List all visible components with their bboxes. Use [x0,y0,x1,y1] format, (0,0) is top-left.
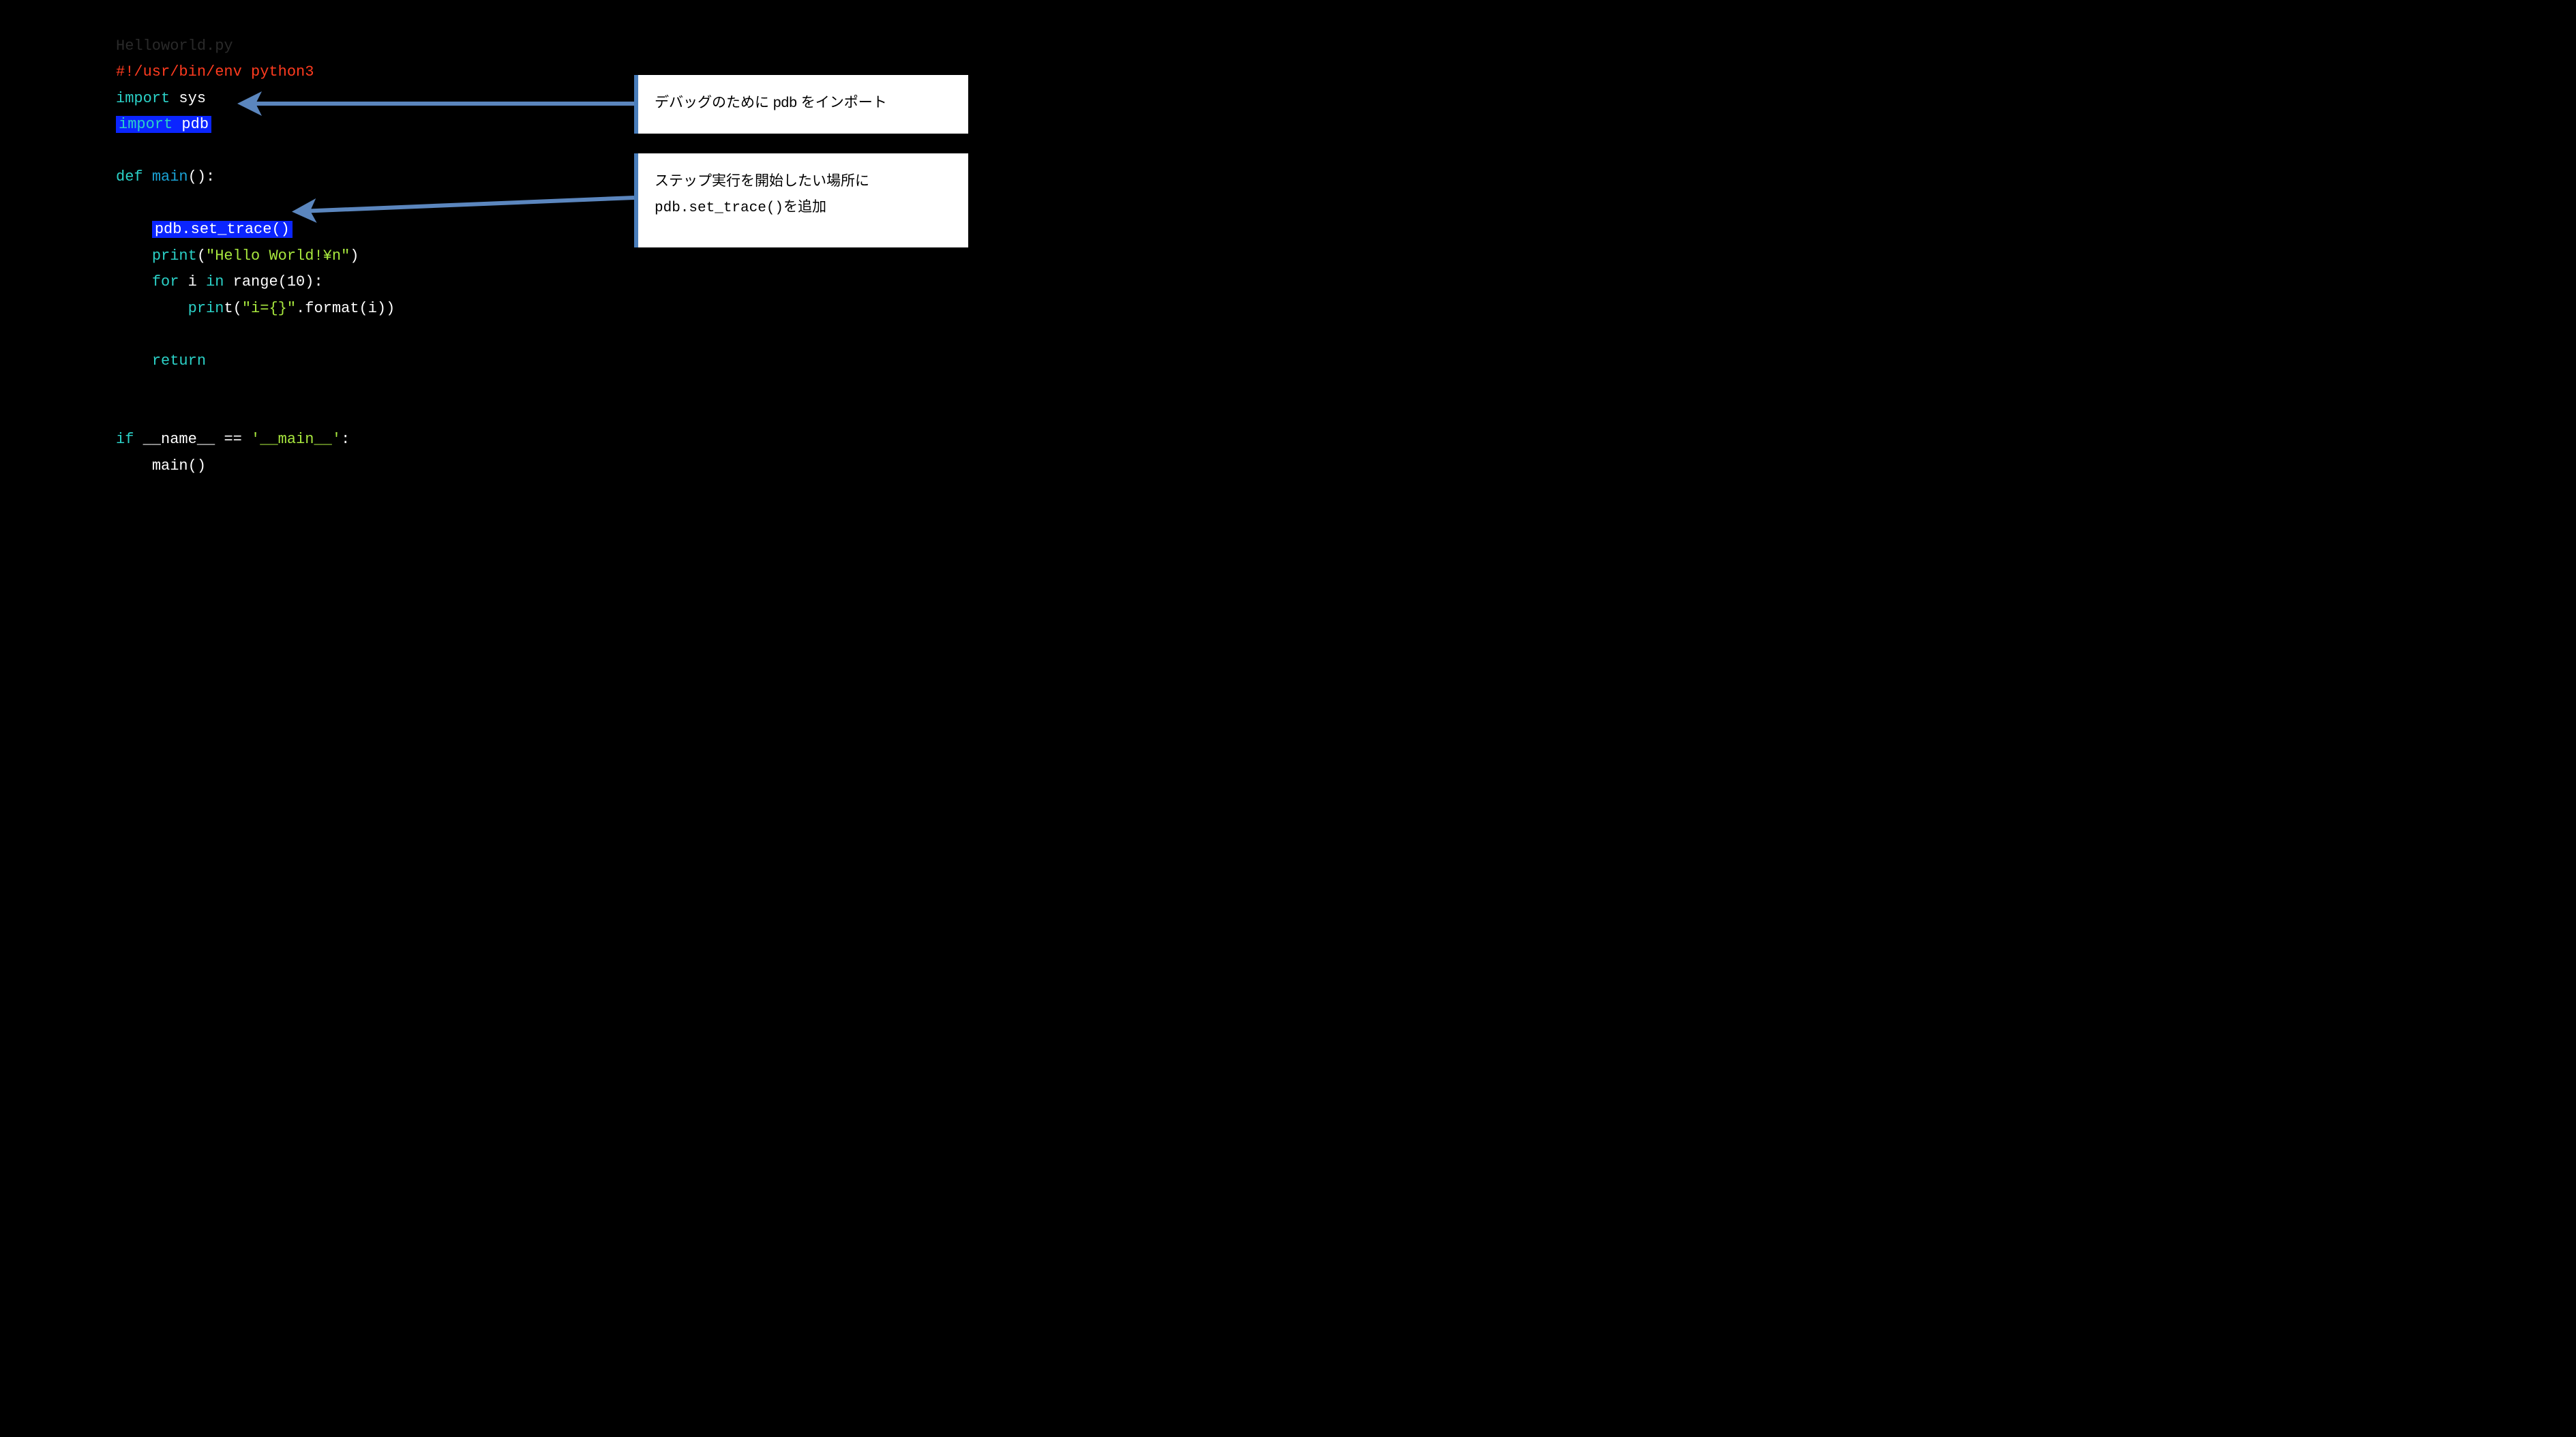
indent [116,221,152,238]
filename-text: Helloworld.py [116,37,233,55]
return-kw: return [152,352,206,369]
import-pdb-highlight: import pdb [116,116,211,133]
code-block: Helloworld.py #!/usr/bin/env python3 imp… [116,7,395,479]
callout-1-text: デバッグのために pdb をインポート [655,95,887,110]
callout-2-tail: を追加 [783,199,826,215]
name-dunder: __name__ [134,431,224,448]
for-var: i [179,273,206,290]
main-call: main() [152,457,206,474]
format-string: "i={}" [242,300,296,317]
callout-set-trace: ステップ実行を開始したい場所に pdb.set_trace()を追加 [634,153,968,247]
if-kw: if [116,431,134,448]
callout-2-code: pdb.set_trace() [655,200,783,216]
import-mod-sys: sys [170,90,206,107]
print-kw-1: print [152,247,197,264]
print-kw-2b: t [224,300,233,317]
for-kw: for [152,273,179,290]
main-string: '__main__' [251,431,341,448]
in-kw: in [206,273,224,290]
hello-string: "Hello World!¥n" [206,247,350,264]
def-kw: def [116,168,152,185]
indent [116,352,152,369]
set-trace-highlight: pdb.set_trace() [152,221,293,238]
func-main-name: main [152,168,188,185]
format-call: .format(i)) [296,300,395,317]
indent [116,300,188,317]
colon: : [341,431,350,448]
range-call: range(10): [224,273,323,290]
indent [116,247,152,264]
eq-op: == [224,431,251,448]
def-parens: (): [188,168,215,185]
print-kw-2a: prin [188,300,224,317]
callout-import-pdb: デバッグのために pdb をインポート [634,75,968,134]
paren-close-1: ) [350,247,359,264]
callout-2-line1: ステップ実行を開始したい場所に [655,173,869,189]
slide-stage: Helloworld.py #!/usr/bin/env python3 imp… [0,0,995,555]
shebang-line: #!/usr/bin/env python3 [116,63,314,80]
indent [116,273,152,290]
import-kw-1: import [116,90,170,107]
indent [116,457,152,474]
paren-open-2: ( [233,300,242,317]
paren-open-1: ( [197,247,206,264]
